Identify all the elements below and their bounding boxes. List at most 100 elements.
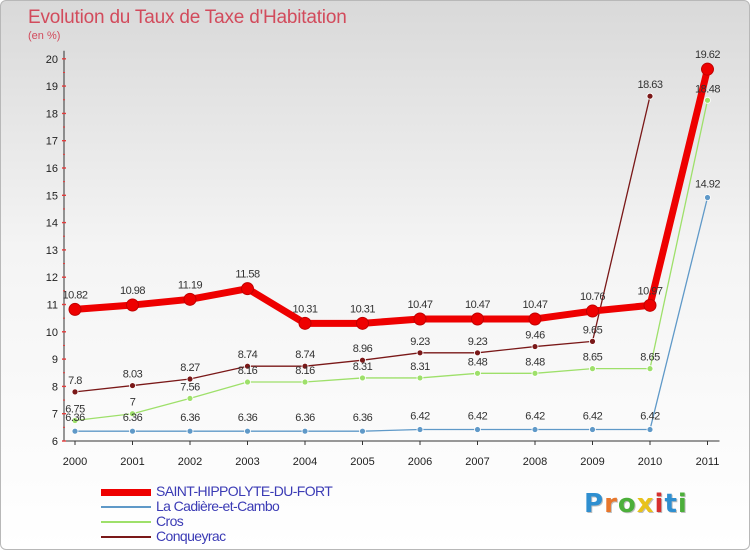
series-line (74, 99, 709, 422)
data-point (359, 374, 366, 382)
y-tick-label: 7 (52, 409, 58, 421)
data-label: 10.47 (465, 299, 490, 311)
data-label: 6.75 (65, 404, 85, 416)
data-label: 18.48 (695, 83, 720, 95)
data-label: 11.58 (235, 269, 260, 281)
legend-label: La Cadière-et-Cambo (156, 498, 280, 514)
data-label: 6.36 (65, 412, 85, 424)
data-label: 8.74 (295, 349, 315, 361)
data-point (244, 378, 251, 386)
x-tick-label: 2008 (523, 456, 547, 468)
data-point (129, 410, 136, 418)
data-label: 9.46 (525, 330, 545, 342)
legend-item: Cros (101, 513, 401, 530)
data-point (186, 427, 194, 435)
data-point (359, 427, 366, 435)
x-tick-label: 2005 (350, 456, 374, 468)
y-tick-label: 10 (46, 327, 58, 339)
x-tick-label: 2011 (696, 456, 720, 468)
data-label: 6.42 (583, 411, 603, 423)
data-label: 6.42 (640, 411, 660, 423)
data-label: 11.19 (178, 279, 203, 291)
legend-label: Cros (156, 513, 184, 529)
data-label: 8.16 (238, 365, 258, 377)
legend-swatch (101, 506, 151, 508)
chart-series (68, 62, 714, 435)
legend-item: SAINT-HIPPOLYTE-DU-FORT (101, 483, 401, 500)
data-point (244, 427, 251, 435)
legend-item: La Cadière-et-Cambo (101, 498, 401, 515)
series-line (74, 196, 709, 432)
data-label: 10.47 (522, 299, 547, 311)
data-point (528, 312, 542, 326)
y-tick-label: 17 (46, 136, 58, 148)
logo-letter: r (604, 489, 618, 519)
data-label: 8.31 (353, 361, 373, 373)
data-label: 9.23 (468, 336, 488, 348)
logo-letter: i (654, 489, 665, 519)
data-point (356, 316, 369, 330)
data-labels: 10.82 10.98 11.19 11.58 10.31 10.31 10.47 10.47… (62, 49, 720, 424)
logo-letter: i (677, 489, 688, 519)
data-point (704, 96, 711, 104)
data-point (301, 362, 309, 370)
data-label: 10.31 (350, 303, 375, 315)
x-tick-label: 2006 (408, 456, 432, 468)
data-point (186, 375, 194, 383)
data-label: 19.62 (695, 49, 720, 61)
y-tick-label: 11 (47, 300, 58, 312)
legend-item: Conqueyrac (101, 528, 401, 545)
data-point (589, 426, 596, 433)
data-point (301, 427, 309, 435)
x-tick-label: 2003 (235, 456, 259, 468)
data-label: 8.16 (295, 365, 315, 377)
legend-swatch (101, 521, 151, 523)
y-tick-label: 9 (52, 354, 58, 366)
data-label: 10.31 (292, 303, 317, 315)
x-tick-label: 2007 (465, 456, 489, 468)
data-label: 6.36 (123, 412, 143, 424)
data-point (241, 282, 254, 296)
data-label: 6.36 (238, 412, 258, 424)
data-label: 8.48 (468, 356, 488, 368)
data-label: 6.36 (180, 412, 200, 424)
data-label: 8.74 (238, 349, 258, 361)
data-label: 6.42 (410, 411, 430, 423)
data-point (646, 426, 654, 433)
data-label: 10.98 (120, 285, 145, 297)
data-label: 7 (130, 397, 136, 409)
data-point (359, 356, 366, 364)
x-tick-label: 2000 (63, 456, 87, 468)
data-label: 8.65 (583, 352, 603, 364)
data-point (471, 312, 484, 326)
data-point (68, 302, 82, 316)
x-tick-label: 2009 (580, 456, 604, 468)
chart-title: Evolution du Taux de Taxe d'Habitation (28, 7, 347, 28)
data-point (531, 369, 539, 377)
data-label: 8.96 (353, 343, 373, 355)
x-tick-label: 2002 (178, 456, 202, 468)
data-point (129, 427, 136, 435)
data-label: 10.97 (637, 285, 662, 297)
legend: SAINT-HIPPOLYTE-DU-FORT La Cadière-et-Cam… (101, 483, 401, 545)
series-line (71, 65, 711, 327)
legend-swatch (101, 488, 151, 496)
y-tick-label: 6 (52, 436, 58, 448)
x-tick-label: 2004 (293, 456, 317, 468)
legend-swatch (101, 536, 151, 538)
data-label: 10.76 (580, 291, 605, 303)
data-label: 10.47 (407, 299, 432, 311)
data-point (474, 426, 481, 433)
data-point (474, 369, 481, 377)
data-label: 8.03 (123, 369, 143, 381)
data-point (129, 382, 136, 389)
data-point (646, 92, 654, 100)
chart-axes: 6 7 8 9 10 11 12 13 14 15 16 17 18 19 20 2000 2001 2002 20… (46, 50, 720, 468)
y-tick-label: 15 (46, 190, 58, 202)
data-label: 6.36 (353, 412, 373, 424)
data-label: 8.48 (525, 356, 545, 368)
data-label: 18.63 (637, 79, 662, 91)
data-point (301, 378, 309, 386)
data-point (183, 292, 197, 306)
